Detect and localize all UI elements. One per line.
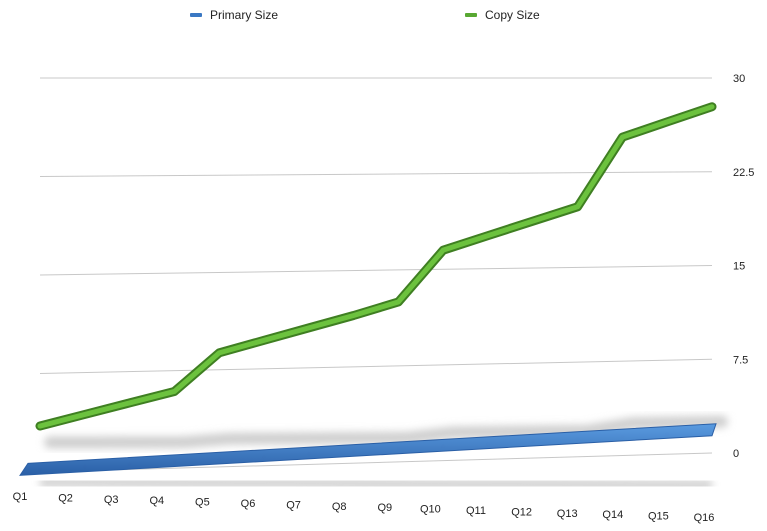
point-copy-size-q15 bbox=[665, 120, 669, 124]
point-primary-size-q11 bbox=[486, 442, 490, 446]
point-primary-size-q13 bbox=[576, 437, 580, 441]
point-primary-size-q5 bbox=[217, 457, 221, 461]
point-primary-size-q12 bbox=[531, 440, 535, 444]
x-tick-label-q3: Q3 bbox=[104, 494, 119, 506]
x-tick-label-q9: Q9 bbox=[377, 502, 392, 514]
grid-lines bbox=[39, 77, 713, 473]
point-primary-size-q8 bbox=[352, 450, 356, 454]
x-tick-label-q6: Q6 bbox=[241, 498, 256, 510]
point-primary-size-q9 bbox=[396, 447, 400, 451]
series-shadows bbox=[39, 415, 728, 491]
legend-swatch-primary-size bbox=[190, 13, 202, 17]
x-tick-label-q13: Q13 bbox=[557, 508, 578, 520]
grid-line-0 bbox=[39, 452, 713, 473]
point-copy-size-q8 bbox=[352, 313, 356, 317]
x-tick-label-q8: Q8 bbox=[332, 501, 347, 513]
legend-swatch-copy-size bbox=[465, 13, 477, 17]
point-primary-size-q14 bbox=[620, 435, 624, 439]
x-tick-label-q15: Q15 bbox=[648, 511, 669, 523]
shadow-primary-size bbox=[39, 476, 713, 491]
grid-line-2 bbox=[39, 265, 713, 276]
y-tick-label-3: 22.5 bbox=[733, 167, 754, 179]
point-copy-size-q5 bbox=[217, 351, 221, 355]
point-copy-size-q7 bbox=[307, 326, 311, 330]
point-primary-size-q4 bbox=[172, 460, 176, 464]
x-tick-label-q16: Q16 bbox=[694, 512, 715, 524]
x-tick-label-q11: Q11 bbox=[466, 505, 486, 517]
x-tick-label-q2: Q2 bbox=[58, 492, 73, 504]
grid-line-3 bbox=[39, 171, 713, 177]
x-tick-label-q12: Q12 bbox=[511, 506, 532, 518]
x-tick-label-q5: Q5 bbox=[195, 497, 210, 509]
legend-label-copy-size: Copy Size bbox=[485, 8, 540, 22]
x-tick-label-q10: Q10 bbox=[420, 504, 441, 516]
point-copy-size-q11 bbox=[486, 234, 490, 238]
shadow-copy-size bbox=[44, 415, 728, 449]
point-copy-size-q9 bbox=[396, 300, 400, 304]
x-tick-label-q7: Q7 bbox=[286, 499, 301, 511]
x-tick-label-q14: Q14 bbox=[602, 509, 623, 521]
point-copy-size-q4 bbox=[172, 389, 176, 393]
point-primary-size-q15 bbox=[665, 432, 669, 436]
point-copy-size-q6 bbox=[262, 338, 266, 342]
point-copy-size-q10 bbox=[441, 248, 445, 252]
point-primary-size-q1 bbox=[38, 467, 42, 471]
point-copy-size-q14 bbox=[620, 135, 624, 139]
point-primary-size-q16 bbox=[710, 430, 714, 434]
x-tick-label-q1: Q1 bbox=[13, 491, 28, 503]
series-lines bbox=[19, 102, 717, 476]
axis-tick-labels: 0 7.5 15 22.5 30 Q1 Q2 Q3 Q4 Q5 Q6 Q7 Q8 Q9 Q10 Q11 Q12 Q… bbox=[13, 73, 755, 524]
point-copy-size-q2 bbox=[83, 412, 87, 416]
y-tick-label-2: 15 bbox=[733, 261, 745, 273]
point-primary-size-q3 bbox=[128, 462, 132, 466]
y-tick-label-4: 30 bbox=[733, 73, 745, 85]
point-primary-size-q6 bbox=[262, 455, 266, 459]
legend-item-copy-size: Copy Size bbox=[465, 8, 540, 22]
point-copy-size-q1 bbox=[38, 424, 42, 428]
y-tick-label-0: 0 bbox=[733, 448, 739, 460]
point-primary-size-q7 bbox=[307, 452, 311, 456]
legend-item-primary-size: Primary Size bbox=[190, 8, 278, 22]
point-copy-size-q3 bbox=[128, 401, 132, 405]
series-line-primary-size bbox=[19, 423, 717, 476]
point-copy-size-q12 bbox=[531, 219, 535, 223]
point-primary-size-q2 bbox=[83, 465, 87, 469]
x-tick-label-q4: Q4 bbox=[149, 495, 164, 507]
series-line-copy-size bbox=[37, 104, 715, 429]
y-tick-label-1: 7.5 bbox=[733, 354, 748, 366]
legend-label-primary-size: Primary Size bbox=[210, 8, 279, 22]
point-copy-size-q16 bbox=[710, 105, 714, 109]
grid-line-1 bbox=[39, 358, 713, 374]
point-primary-size-q10 bbox=[441, 445, 445, 449]
point-copy-size-q13 bbox=[576, 205, 580, 209]
